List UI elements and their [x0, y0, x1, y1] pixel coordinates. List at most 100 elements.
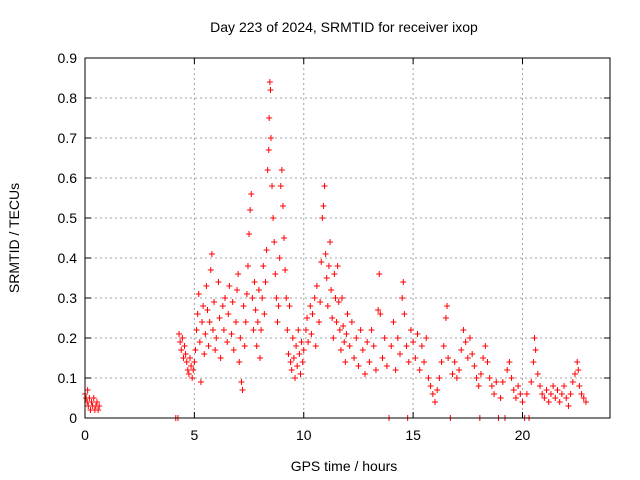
data-point [343, 331, 350, 337]
data-point [523, 391, 530, 397]
data-point [193, 327, 200, 333]
data-point [189, 375, 196, 381]
x-tick-label: 5 [190, 427, 198, 443]
data-point [510, 387, 517, 393]
data-point [215, 279, 222, 285]
data-point [451, 359, 458, 365]
x-tick-label: 20 [515, 427, 531, 443]
data-point [296, 351, 303, 357]
data-point [425, 375, 432, 381]
data-point [290, 355, 297, 361]
data-point [537, 383, 543, 389]
data-point [429, 391, 436, 397]
data-point [554, 387, 561, 393]
data-point [334, 263, 341, 269]
data-point [325, 263, 332, 269]
data-point [213, 335, 220, 341]
data-point [376, 271, 383, 277]
data-point [427, 383, 434, 389]
y-axis-label: SRMTID / TECUs [6, 183, 22, 293]
data-point [362, 371, 368, 377]
data-point [203, 283, 210, 289]
data-point [359, 347, 366, 353]
data-point [445, 355, 452, 361]
data-point [224, 339, 231, 345]
data-point [281, 235, 288, 241]
data-point [563, 395, 570, 401]
data-point [253, 343, 260, 349]
data-point [323, 275, 330, 281]
data-point [558, 391, 565, 397]
data-point [304, 315, 311, 321]
data-point [200, 303, 207, 309]
data-point [273, 295, 280, 301]
data-point [499, 379, 506, 385]
data-point [517, 391, 524, 397]
data-point [300, 347, 307, 353]
data-point [508, 375, 515, 381]
data-point [438, 359, 445, 365]
data-point [506, 359, 513, 365]
data-point [267, 87, 274, 93]
data-point [322, 251, 329, 257]
data-point [197, 379, 204, 385]
y-tick-label: 0.1 [58, 370, 78, 386]
data-point [475, 383, 482, 389]
data-point [249, 295, 256, 301]
data-point [230, 347, 237, 353]
data-point [375, 307, 382, 313]
data-point [266, 115, 273, 121]
data-point [188, 363, 195, 369]
data-point [279, 203, 286, 209]
data-point [340, 323, 347, 329]
data-point [552, 395, 559, 401]
data-point [572, 371, 578, 377]
data-point [346, 343, 353, 349]
data-point [211, 299, 218, 305]
data-point [339, 295, 346, 301]
data-point [307, 303, 314, 309]
data-point [243, 291, 250, 297]
data-point [576, 383, 583, 389]
y-tick-label: 0.6 [58, 170, 78, 186]
data-point [294, 363, 301, 369]
data-point [434, 387, 441, 393]
data-point [473, 375, 480, 381]
data-point [423, 335, 430, 341]
data-point [181, 343, 188, 349]
data-point [292, 375, 298, 381]
data-point [192, 347, 199, 353]
data-point [477, 371, 484, 377]
data-point [331, 271, 338, 277]
data-point [216, 315, 223, 321]
x-tick-label: 10 [296, 427, 312, 443]
data-point [530, 359, 537, 365]
y-tick-label: 0.2 [58, 330, 78, 346]
data-point [332, 295, 339, 301]
data-point [250, 327, 257, 333]
y-tick-label: 0.9 [58, 50, 78, 66]
data-point [259, 295, 266, 301]
data-point [574, 359, 581, 365]
data-point [267, 135, 274, 141]
data-point [333, 319, 340, 325]
data-point [400, 279, 407, 285]
data-point [383, 363, 390, 369]
data-point [90, 395, 97, 401]
data-point [348, 319, 355, 325]
data-point [275, 303, 282, 309]
data-point [251, 279, 258, 285]
data-point [308, 331, 315, 337]
data-point [319, 215, 326, 221]
data-point [458, 347, 465, 353]
data-point [88, 399, 95, 405]
data-point [442, 315, 449, 321]
data-point [318, 259, 325, 265]
data-point [575, 367, 582, 373]
data-point [357, 327, 364, 333]
data-point [206, 319, 213, 325]
data-point [217, 355, 224, 361]
data-point [484, 359, 491, 365]
